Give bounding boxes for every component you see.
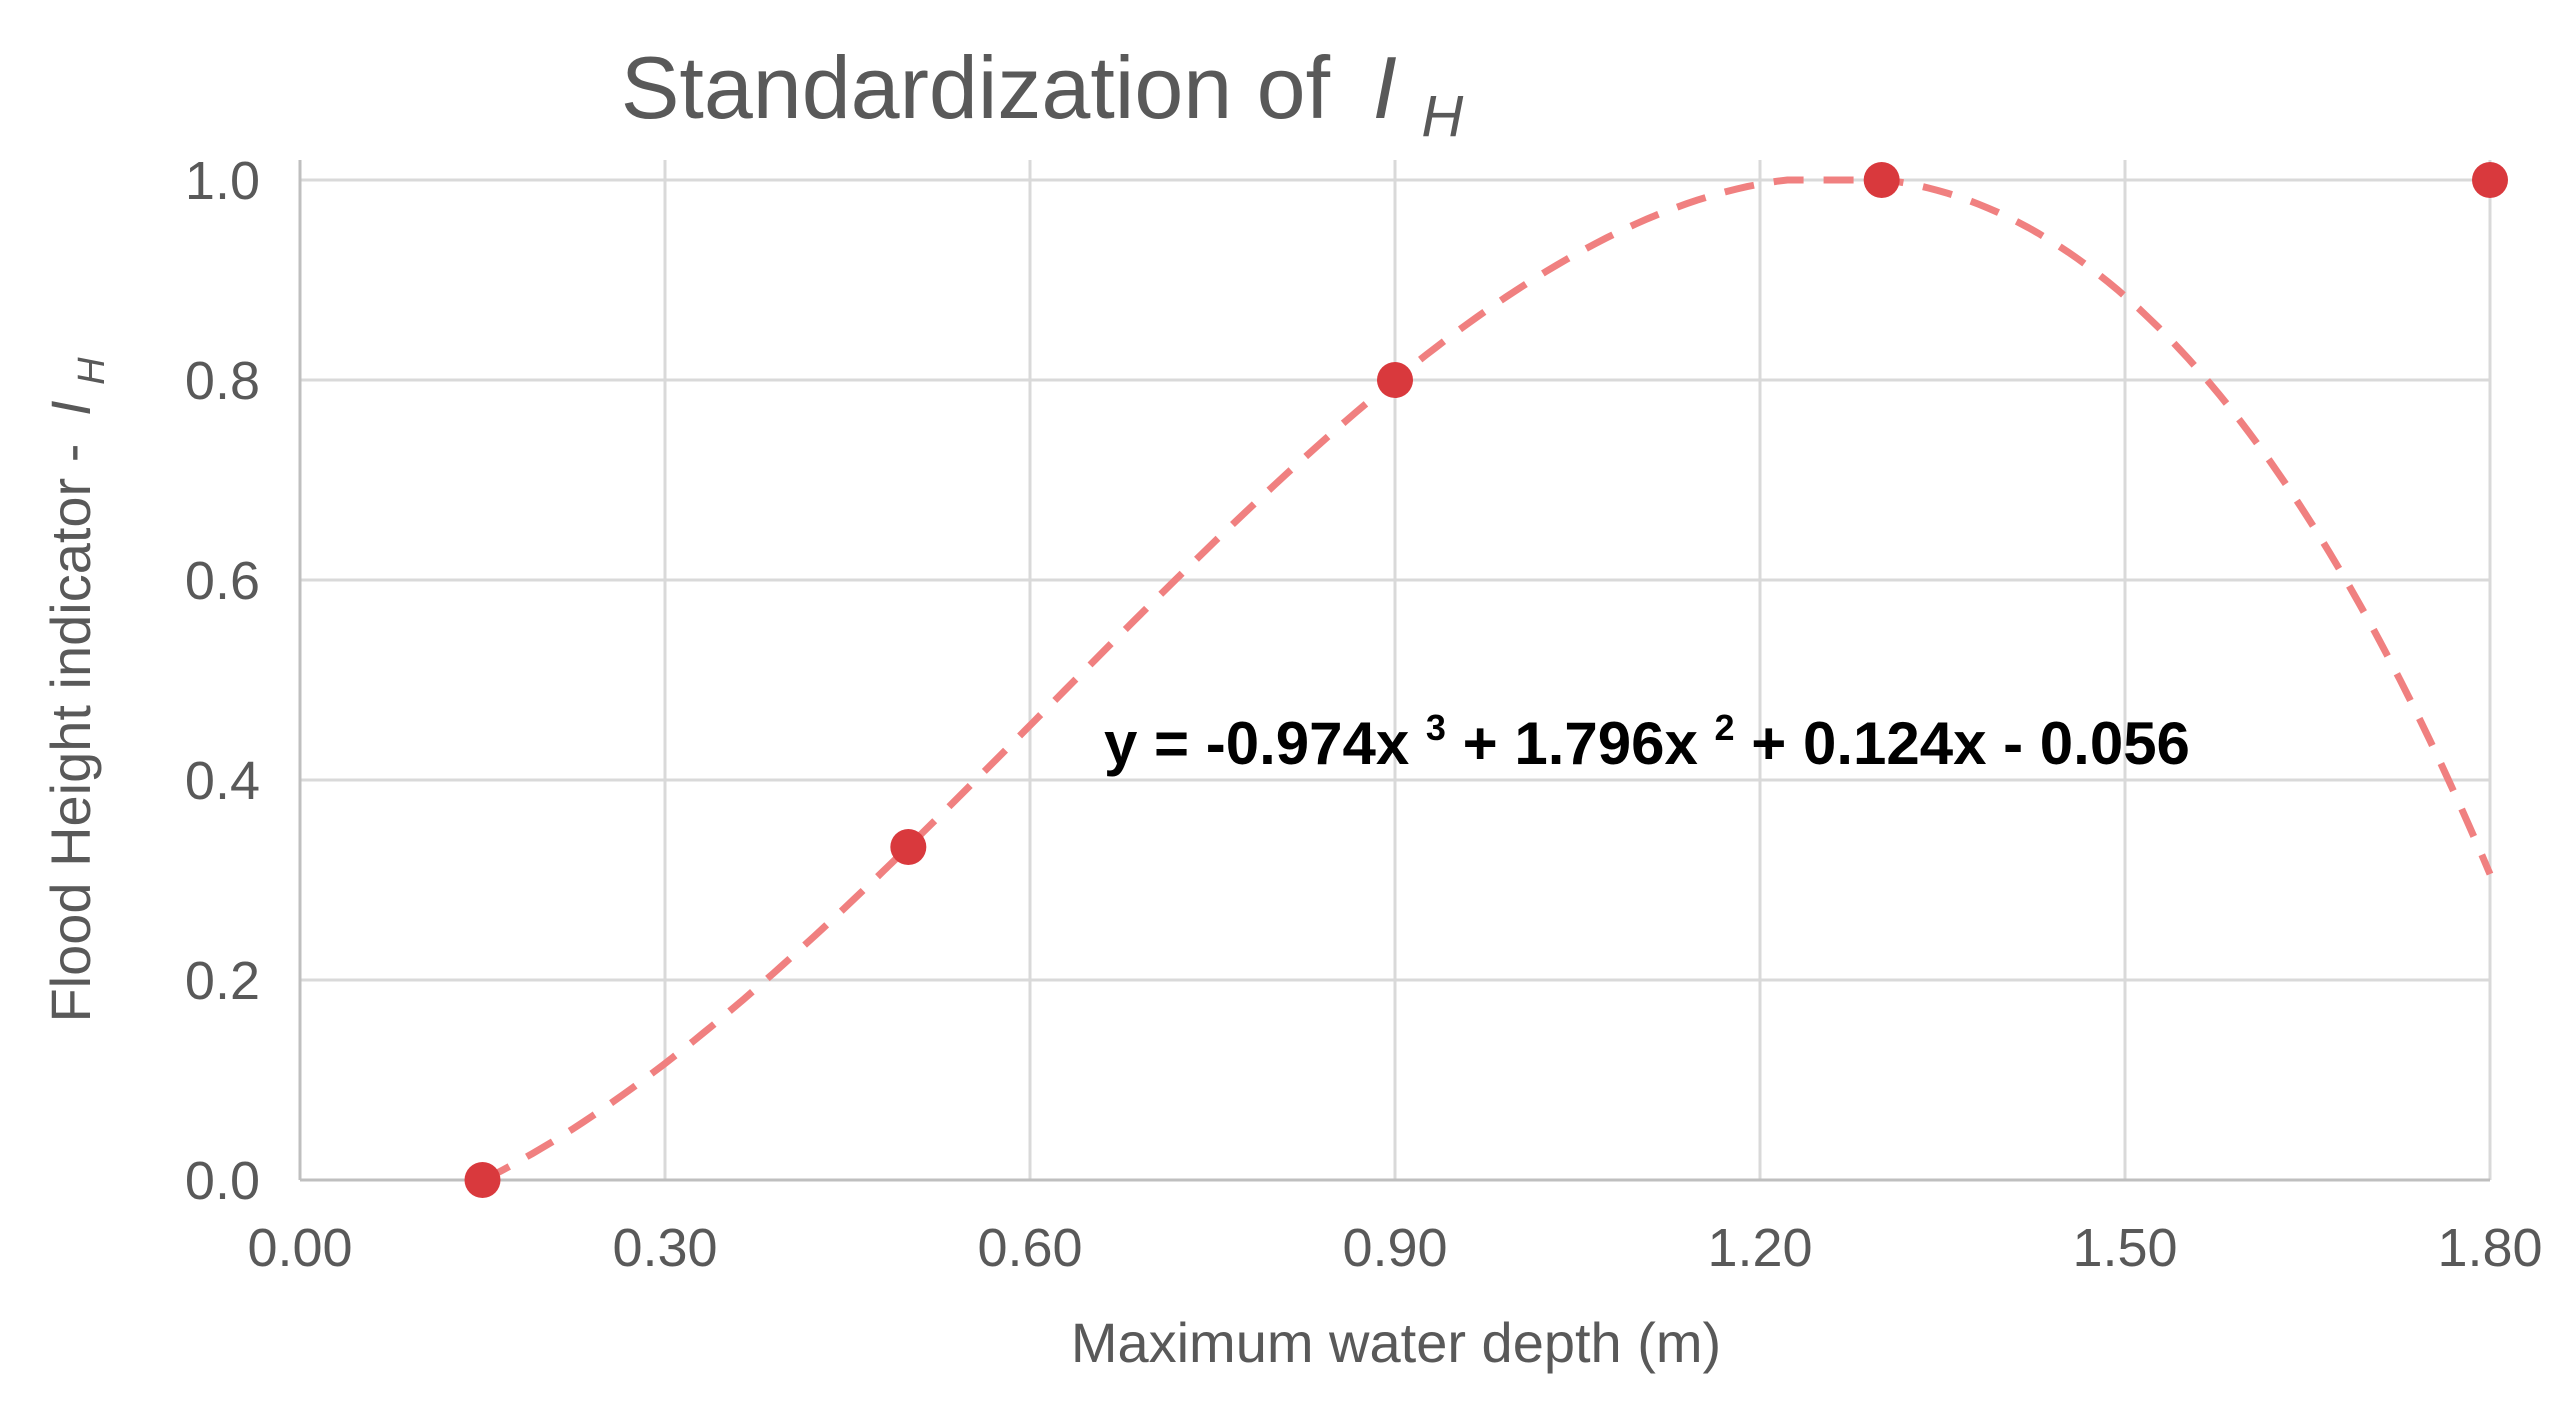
x-tick-label: 1.80 — [2437, 1218, 2542, 1278]
x-tick-label: 0.90 — [1342, 1218, 1447, 1278]
x-tick-label: 0.60 — [977, 1218, 1082, 1278]
data-point — [464, 1162, 501, 1198]
data-points — [464, 162, 2508, 1198]
trendline-path — [481, 176, 2494, 1184]
data-point — [1863, 162, 1900, 198]
x-tick-label: 0.30 — [612, 1218, 717, 1278]
y-tick-label: 0.2 — [185, 951, 260, 1011]
y-tick-label: 1.0 — [185, 151, 260, 211]
y-axis-title: Flood Height indicator - I H — [39, 357, 113, 1023]
chart-title: Standardization of I H — [621, 38, 1464, 149]
data-point — [890, 829, 927, 865]
x-tick-label: 0.00 — [247, 1218, 352, 1278]
gridlines — [300, 160, 2492, 1180]
axes — [298, 160, 2490, 1182]
data-point — [1377, 362, 1413, 398]
tick-labels: 0.0 0.2 0.4 0.6 0.8 1.0 0.00 0.30 0.60 0.90 1.20 1.… — [185, 151, 2543, 1278]
x-axis-title: Maximum water depth (m) — [1071, 1311, 1721, 1374]
x-tick-label: 1.50 — [2072, 1218, 2177, 1278]
trendline-equation: y = -0.974x 3 + 1.796x 2 + 0.124x - 0.05… — [1104, 686, 2190, 777]
y-tick-label: 0.4 — [185, 751, 260, 811]
y-tick-label: 0.0 — [185, 1151, 260, 1211]
trendline — [481, 176, 2494, 1184]
x-tick-label: 1.20 — [1707, 1218, 1812, 1278]
data-point — [2472, 162, 2508, 198]
y-tick-label: 0.6 — [185, 551, 260, 611]
y-tick-label: 0.8 — [185, 351, 260, 411]
